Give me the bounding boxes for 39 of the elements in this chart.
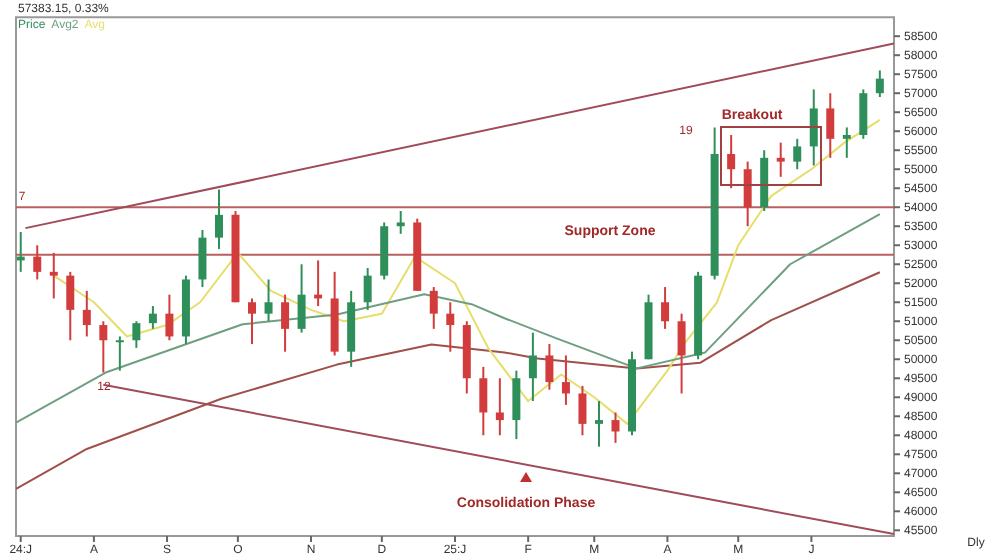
candlestick xyxy=(776,141,785,178)
candlestick xyxy=(281,293,290,353)
candlestick xyxy=(528,331,537,403)
candlestick xyxy=(66,270,75,342)
candlestick xyxy=(248,297,257,346)
candlestick xyxy=(264,278,273,323)
candlestick xyxy=(727,134,736,190)
candlestick xyxy=(396,210,405,235)
candlestick xyxy=(826,92,835,159)
candlestick xyxy=(793,137,802,171)
candlestick xyxy=(479,365,488,437)
candlestick xyxy=(198,229,207,289)
candlestick xyxy=(875,69,884,99)
candlestick xyxy=(512,369,521,441)
candlestick xyxy=(661,286,670,330)
candlestick xyxy=(677,312,686,395)
candlestick xyxy=(809,88,818,167)
candlestick xyxy=(132,320,141,349)
candlestick xyxy=(859,88,868,140)
candlestick xyxy=(363,267,372,311)
candlestick xyxy=(446,301,455,353)
candlestick xyxy=(99,320,108,374)
candlestick xyxy=(165,293,174,342)
candlestick xyxy=(33,244,42,281)
candlestick xyxy=(842,126,851,159)
candlestick xyxy=(82,289,91,338)
candlestick xyxy=(594,400,603,448)
candlestick xyxy=(495,377,504,437)
candlestick xyxy=(115,335,124,372)
candlestick xyxy=(297,263,306,334)
candlestick xyxy=(429,286,438,330)
candlestick xyxy=(49,251,58,300)
candlestick xyxy=(578,384,587,437)
candlestick xyxy=(148,305,157,330)
candlestick xyxy=(743,160,752,228)
candlestick xyxy=(561,354,570,406)
candlestick xyxy=(545,343,554,391)
candlestick xyxy=(214,188,223,251)
candlestick xyxy=(611,411,620,444)
